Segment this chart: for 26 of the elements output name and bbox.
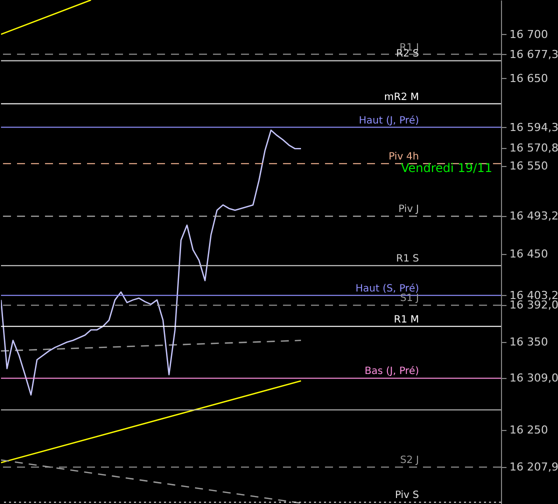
ref-line-label: Bas (J, Pré): [364, 366, 420, 378]
ref-line-label: mR2 M: [384, 92, 419, 103]
y-tick-label: 16 309,0: [510, 372, 558, 385]
y-tick-label: 16 207,9: [510, 460, 558, 474]
y-tick-label: 16 594,3: [510, 120, 558, 134]
ref-line-label: Haut (S, Pré): [356, 283, 420, 294]
y-tick-label: 16 700: [510, 28, 548, 41]
ref-line-label: Piv J: [398, 204, 419, 216]
ref-line-label: R1 S: [396, 254, 419, 265]
text: Vendredi 19/11: [401, 161, 492, 175]
ref-line-label: S1 J: [400, 293, 419, 304]
line-series: [1, 130, 302, 396]
ref-line-label: S2 J: [400, 455, 419, 466]
y-tick-label: 16 250: [510, 424, 548, 437]
y-tick-label: 16 493,2: [510, 210, 558, 223]
y-tick-label: 16 550: [510, 160, 548, 173]
ref-line-label: R1 M: [394, 314, 419, 326]
y-tick-label: 16 392,0: [510, 298, 558, 312]
y-tick-label: 16 570,8: [510, 141, 558, 154]
ref-line-label: Piv S: [394, 490, 419, 502]
y-tick-label: 16 450: [510, 248, 548, 261]
y-tick-label: 16 677,3: [510, 48, 558, 61]
ref-line-label: Piv 4h: [388, 152, 419, 163]
y-tick-label: 16 650: [510, 72, 548, 85]
y-tick-label: 16 350: [510, 336, 548, 349]
ref-line-label: Haut (J, Pré): [358, 115, 420, 126]
